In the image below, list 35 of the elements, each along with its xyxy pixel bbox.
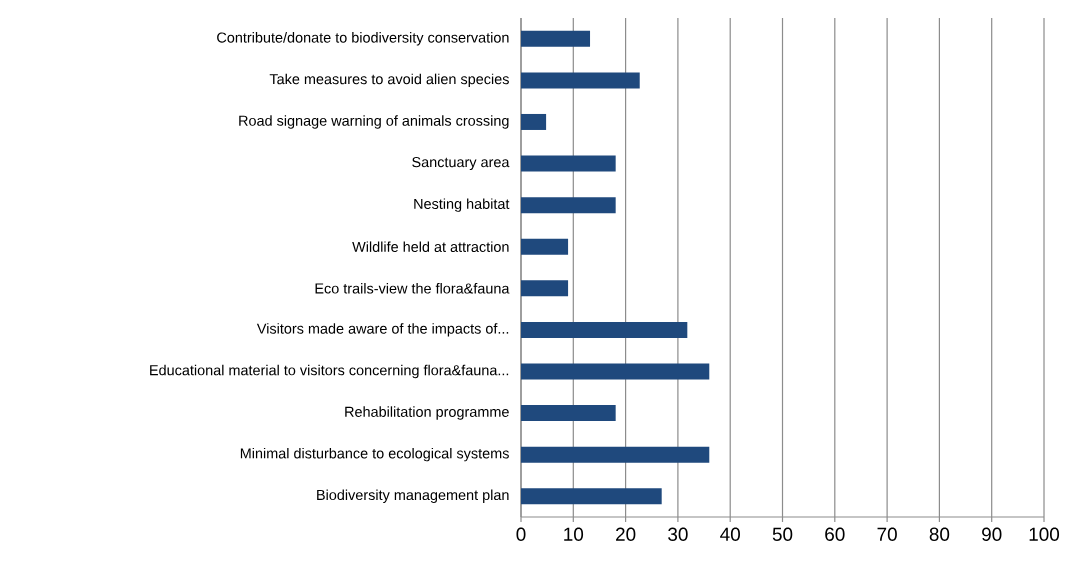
bar xyxy=(521,30,591,47)
x-tick-label: 10 xyxy=(564,527,584,541)
bar xyxy=(521,238,569,255)
bar xyxy=(521,321,688,338)
y-tick-label: Biodiversity management plan xyxy=(317,489,509,503)
bar xyxy=(521,488,662,505)
y-tick-label: Nesting habitat xyxy=(414,198,510,212)
bar xyxy=(521,155,616,172)
bar xyxy=(521,113,547,130)
bar xyxy=(521,197,616,214)
x-tick-label: 20 xyxy=(616,527,636,541)
x-tick-label: 70 xyxy=(877,527,897,541)
y-tick-label: Take measures to avoid alien species xyxy=(269,73,509,88)
y-tick-label: Eco trails-view the flora&fauna xyxy=(315,282,510,294)
x-tick-label: 30 xyxy=(668,527,688,541)
y-tick-label: Minimal disturbance to ecological systems xyxy=(240,447,509,462)
y-tick-label: Wildlife held at attraction xyxy=(352,241,509,253)
y-tick-label: Sanctuary area xyxy=(412,156,510,171)
x-tick-label: 80 xyxy=(929,527,950,541)
y-tick-label: Road signage warning of animals crossing xyxy=(239,115,509,129)
x-tick-label: 90 xyxy=(982,527,1002,541)
y-tick-label: Educational material to visitors concerning flora&fauna... xyxy=(150,364,509,379)
bar xyxy=(521,405,616,422)
y-tick-label: Contribute/donate to biodiversity conservation xyxy=(217,32,509,46)
x-tick-label: 60 xyxy=(825,527,845,541)
x-tick-label: 50 xyxy=(772,527,793,541)
x-tick-label: 0 xyxy=(516,527,526,541)
y-tick-label: Rehabilitation programme xyxy=(345,406,509,420)
bar xyxy=(521,446,710,463)
bar xyxy=(521,280,569,297)
bar xyxy=(521,72,640,89)
y-tick-label: Visitors made aware of the impacts of... xyxy=(256,323,509,337)
bar xyxy=(521,363,710,380)
x-tick-label: 100 xyxy=(1029,527,1060,541)
x-tick-label: 40 xyxy=(720,527,740,541)
